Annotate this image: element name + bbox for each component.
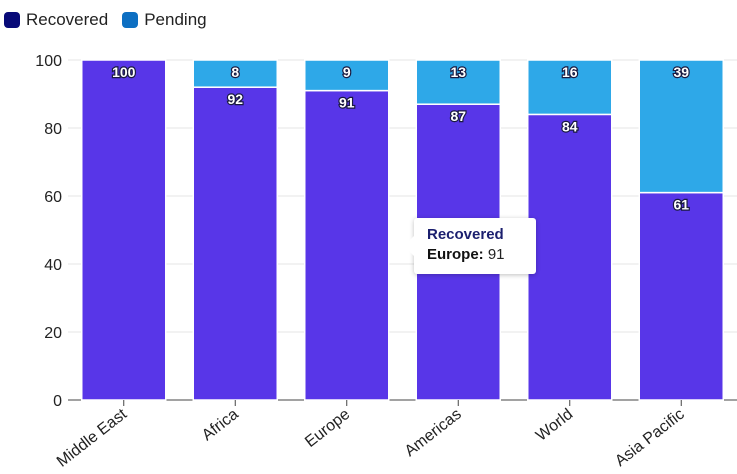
x-tick-label: Europe (302, 406, 353, 451)
legend-swatch-recovered (4, 12, 20, 28)
data-label: 39 (673, 64, 689, 80)
bar-pending[interactable] (192, 59, 278, 88)
tooltip: Recovered Europe: 91 (404, 218, 536, 274)
legend-swatch-pending (122, 12, 139, 28)
tooltip-category: Europe: (427, 246, 484, 263)
data-label: 87 (450, 108, 466, 124)
data-label: 8 (231, 64, 239, 80)
legend: Recovered Pending (4, 10, 207, 30)
data-label: 16 (562, 64, 578, 80)
x-tick-label: Americas (402, 406, 465, 460)
data-label: 61 (673, 197, 689, 213)
data-label: 91 (339, 95, 355, 111)
data-label: 9 (343, 64, 351, 80)
bar-recovered[interactable] (527, 113, 613, 401)
x-tick-label: Asia Pacific (612, 406, 688, 470)
legend-item-recovered[interactable]: Recovered (4, 10, 108, 30)
x-tick-label: Middle East (54, 405, 131, 470)
y-tick-label: 20 (44, 325, 62, 342)
bar-pending[interactable] (638, 59, 724, 194)
bar-recovered[interactable] (304, 89, 390, 401)
x-tick-label: World (533, 406, 576, 445)
bar-recovered[interactable] (81, 59, 167, 401)
bar-recovered[interactable] (192, 86, 278, 401)
data-label: 84 (562, 118, 578, 134)
bar-pending[interactable] (527, 59, 613, 116)
legend-label-pending: Pending (144, 10, 207, 29)
tooltip-series: Recovered (427, 226, 504, 243)
y-tick-label: 100 (35, 53, 62, 70)
legend-label-recovered: Recovered (26, 10, 109, 29)
tooltip-value: 91 (487, 246, 505, 263)
y-tick-label: 40 (44, 257, 62, 274)
y-tick-label: 60 (44, 189, 62, 206)
data-label: 92 (227, 91, 243, 107)
data-label: 100 (112, 64, 136, 80)
bar-recovered[interactable] (638, 191, 724, 401)
y-tick-label: 80 (44, 121, 62, 138)
y-tick-label: 0 (53, 393, 62, 410)
data-label: 13 (450, 64, 466, 80)
legend-item-pending[interactable]: Pending (122, 10, 207, 30)
bar-pending[interactable] (415, 59, 501, 105)
x-tick-label: Africa (199, 406, 242, 445)
bar-pending[interactable] (304, 59, 390, 92)
